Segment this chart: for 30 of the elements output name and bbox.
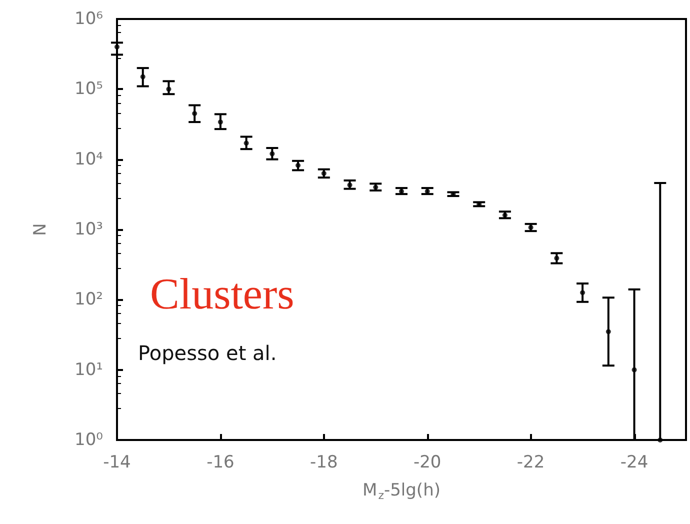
point [632,367,637,372]
point [296,162,301,168]
point [114,44,120,50]
point [270,151,275,156]
point [347,182,352,188]
y-tick-label: 10⁶ [74,9,104,29]
point [192,111,198,116]
y-tick-label: 10⁴ [74,149,104,170]
x-tick-label: -14 [103,452,131,472]
x-tick-label: -24 [620,452,648,472]
point [140,74,146,80]
y-tick-label: 10⁰ [74,430,104,450]
x-tick-label: -22 [516,452,545,472]
point [658,438,663,442]
annotation: Clusters [150,270,294,318]
point [218,120,223,125]
x-tick-label: -20 [413,452,442,472]
point [580,290,586,296]
y-tick-label: 10³ [74,220,103,240]
y-axis-title: N [30,223,50,236]
point [606,329,611,334]
x-tick-label: -18 [310,452,338,472]
y-tick-label: 10¹ [74,360,103,380]
point [244,140,249,146]
point [166,86,172,92]
y-tick-label: 10⁵ [74,79,103,100]
annotation: Popesso et al. [138,341,277,365]
x-tick-label: -16 [206,452,234,472]
point [554,256,560,261]
y-tick-label: 10² [74,290,103,310]
